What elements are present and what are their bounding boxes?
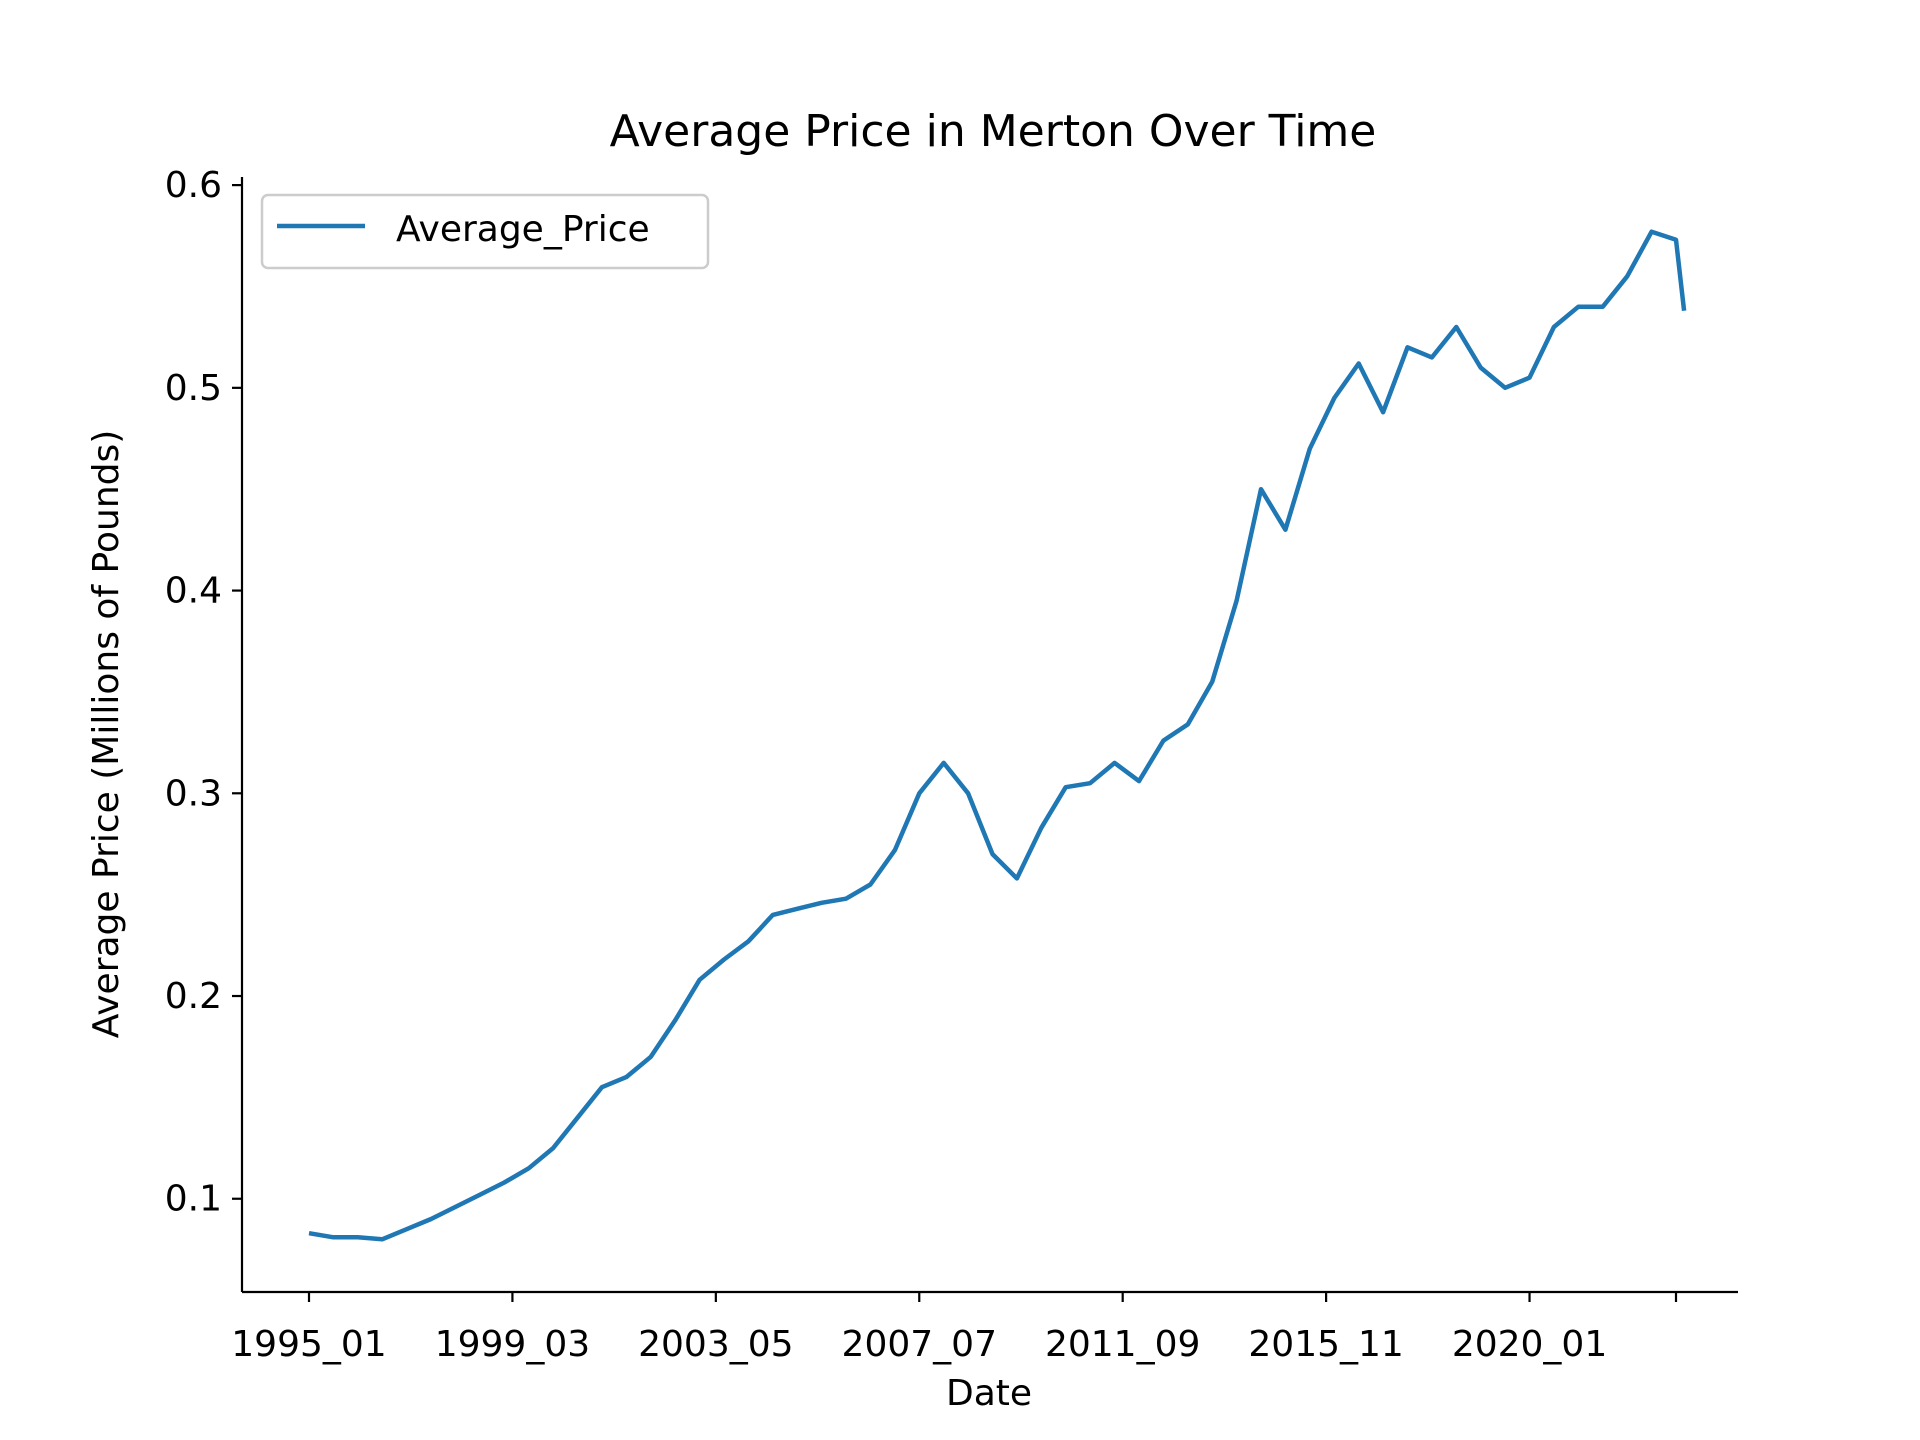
y-tick-label: 0.3: [165, 773, 222, 814]
y-tick-label: 0.2: [165, 976, 222, 1017]
series-line-average-price: [308, 229, 1687, 1242]
legend: Average_Price: [260, 193, 710, 270]
legend-box: [260, 193, 710, 270]
y-tick-label: 0.4: [165, 571, 222, 612]
x-tick-label: 1995_01: [231, 1324, 386, 1365]
x-axis-label: Date: [946, 1373, 1032, 1414]
x-tick-label: 2015_11: [1248, 1324, 1403, 1365]
x-tick-label: 2007_07: [842, 1324, 997, 1365]
x-tick-label: 2003_05: [638, 1324, 793, 1365]
y-tick-label: 0.5: [165, 368, 222, 409]
x-tick-label: 2020_01: [1452, 1324, 1607, 1365]
y-axis-ticks: 0.1 0.2 0.3 0.4 0.5 0.6: [165, 165, 242, 1220]
plot-area: [308, 229, 1687, 1242]
x-tick-label: 2011_09: [1045, 1324, 1200, 1365]
legend-label-average-price: Average_Price: [396, 209, 650, 250]
chart-title: Average Price in Merton Over Time: [610, 106, 1377, 157]
x-tick-label: 1999_03: [435, 1324, 590, 1365]
y-tick-label: 0.6: [165, 165, 222, 206]
x-axis-ticks: 1995_01 1999_03 2003_05 2007_07 2011_09 2015_…: [231, 1292, 1678, 1365]
y-axis-label: Average Price (Millions of Pounds): [86, 430, 127, 1039]
y-tick-label: 0.1: [165, 1179, 222, 1220]
